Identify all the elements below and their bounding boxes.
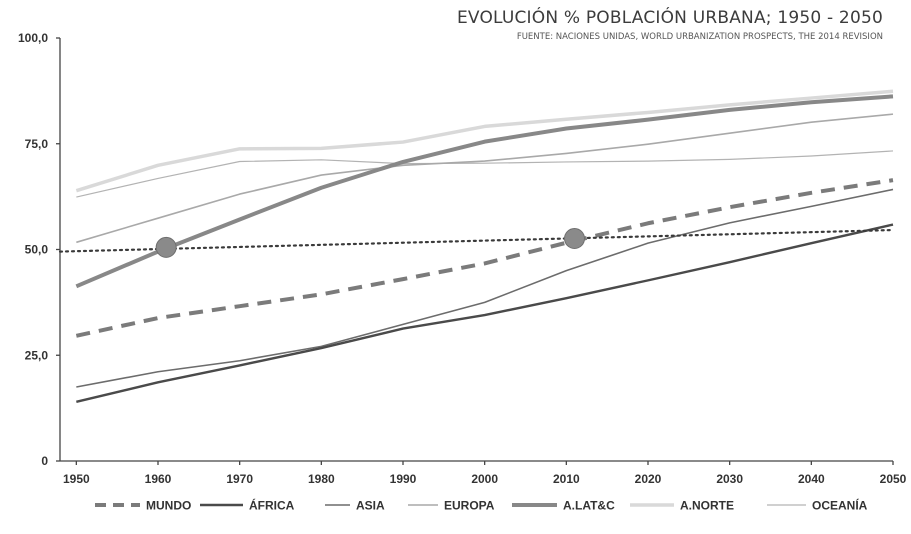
y-tick-label: 50,0	[25, 243, 49, 257]
crossing-marker	[155, 236, 177, 258]
crossing-marker	[564, 228, 585, 250]
x-tick-label: 1980	[308, 472, 335, 486]
legend-label-a-norte: A.NORTE	[680, 499, 734, 513]
x-tick-label: 2010	[553, 472, 580, 486]
series-line-oceania	[76, 150, 894, 198]
x-tick-label: 2000	[471, 472, 498, 486]
x-tick-label: 2030	[716, 472, 743, 486]
legend-label-oceania: OCEANÍA	[812, 498, 868, 513]
x-tick-label: 1970	[226, 472, 253, 486]
chart-legend: MUNDO ÁFRICA ASIA EUROPA A.LAT&C A.NORTE OCEAN…	[95, 498, 868, 513]
series-line-africa	[76, 223, 894, 403]
x-tick-label: 1950	[63, 472, 90, 486]
series-line-a-lat-c	[75, 94, 894, 289]
y-tick-label: 25,0	[25, 348, 49, 362]
chart-annotations	[58, 228, 895, 258]
y-tick-label: 75,0	[25, 137, 49, 151]
legend-label-asia: ASIA	[356, 499, 385, 513]
y-tick-label: 100,0	[18, 31, 48, 45]
legend-label-mundo: MUNDO	[146, 499, 191, 513]
legend-label-europa: EUROPA	[444, 499, 495, 513]
legend-label-africa: ÁFRICA	[249, 498, 295, 513]
x-tick-label: 2040	[798, 472, 825, 486]
x-tick-label: 1990	[390, 472, 417, 486]
chart-axes: 0 25,0 50,0 75,0 100,0 1950 1960 1970 1980 1990 20…	[18, 31, 907, 486]
x-tick-label: 1960	[145, 472, 172, 486]
chart-title: EVOLUCIÓN % POBLACIÓN URBANA; 1950 - 205…	[456, 8, 883, 28]
x-tick-label: 2020	[635, 472, 662, 486]
series-line-asia	[76, 188, 894, 388]
chart-series	[75, 89, 894, 403]
chart-subtitle: FUENTE: NACIONES UNIDAS, WORLD URBANIZAT…	[516, 32, 883, 42]
y-tick-label: 0	[41, 454, 48, 468]
series-line-mundo	[75, 178, 894, 338]
legend-label-a-lat-c: A.LAT&C	[563, 499, 615, 513]
x-tick-label: 2050	[880, 472, 907, 486]
series-line-a-norte	[75, 89, 894, 193]
reference-dotted-line	[58, 228, 895, 253]
series-line-europa	[76, 113, 894, 244]
